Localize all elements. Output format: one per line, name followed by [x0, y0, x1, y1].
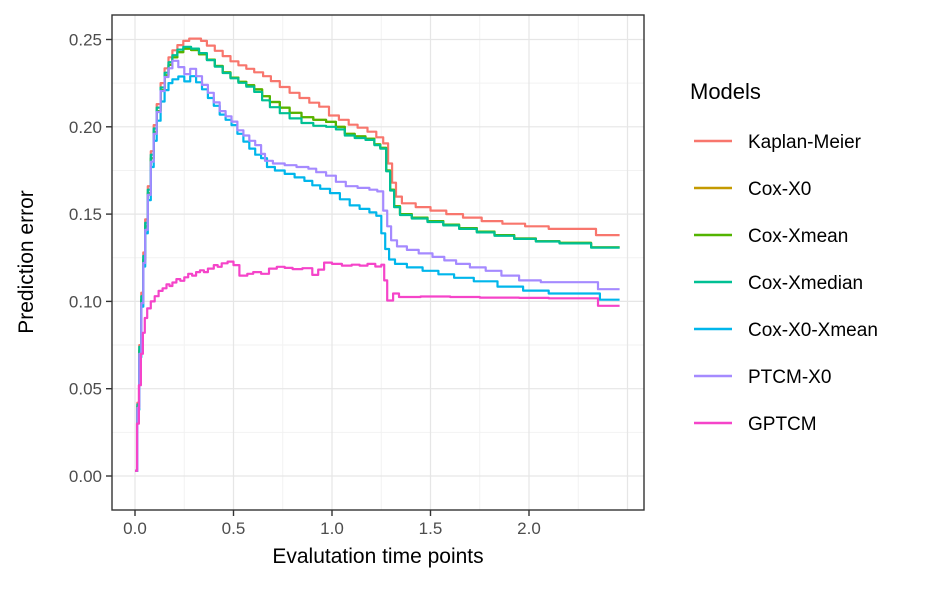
- axis-tick-marks: [106, 38, 530, 516]
- x-tick-label: 1.5: [419, 519, 443, 538]
- legend-item: Cox-Xmean: [694, 226, 848, 247]
- y-axis-tick-labels: 0.00 0.05 0.10 0.15 0.20 0.25: [69, 31, 102, 487]
- x-tick-label: 0.0: [123, 519, 147, 538]
- legend-item-label: PTCM-X0: [748, 367, 831, 388]
- legend-item-label: Cox-Xmedian: [748, 273, 863, 294]
- legend-item: PTCM-X0: [694, 367, 831, 388]
- legend: Models Kaplan-Meier Cox-X0 Cox-Xmean Cox-Xm…: [690, 79, 878, 435]
- series-line-kaplan-meier: [135, 37, 620, 472]
- series-line-gptcm: [135, 260, 620, 472]
- x-axis-tick-labels: 0.0 0.5 1.0 1.5 2.0: [123, 519, 541, 538]
- legend-item-label: GPTCM: [748, 414, 817, 435]
- legend-item-label: Cox-Xmean: [748, 226, 848, 247]
- series-line-cox-x0: [135, 47, 620, 472]
- y-tick-label: 0.00: [69, 467, 102, 486]
- x-tick-label: 0.5: [222, 519, 246, 538]
- legend-item-label: Cox-X0: [748, 179, 811, 200]
- legend-item: Kaplan-Meier: [694, 132, 862, 153]
- y-axis-title: Prediction error: [15, 190, 38, 334]
- legend-item: Cox-X0: [694, 179, 811, 200]
- y-tick-label: 0.25: [69, 31, 102, 50]
- y-tick-label: 0.05: [69, 380, 102, 399]
- y-tick-label: 0.10: [69, 292, 102, 311]
- panel-border: [111, 14, 645, 511]
- x-tick-label: 2.0: [517, 519, 541, 538]
- grid-lines: [112, 15, 644, 510]
- legend-item-label: Cox-X0-Xmean: [748, 320, 878, 341]
- legend-items: Kaplan-Meier Cox-X0 Cox-Xmean Cox-Xmedian Co…: [694, 132, 878, 435]
- legend-item: GPTCM: [694, 414, 817, 435]
- series-lines: [135, 37, 620, 472]
- y-tick-label: 0.20: [69, 118, 102, 137]
- series-line-ptcm-x0: [135, 59, 620, 472]
- legend-item: Cox-X0-Xmean: [694, 320, 878, 341]
- y-tick-label: 0.15: [69, 205, 102, 224]
- series-line-cox-xmean: [135, 47, 620, 472]
- x-axis-title: Evalutation time points: [272, 545, 483, 568]
- x-tick-label: 1.0: [320, 519, 344, 538]
- legend-title: Models: [690, 79, 761, 104]
- legend-item: Cox-Xmedian: [694, 273, 863, 294]
- series-line-cox-xmedian: [135, 45, 620, 472]
- legend-item-label: Kaplan-Meier: [748, 132, 862, 153]
